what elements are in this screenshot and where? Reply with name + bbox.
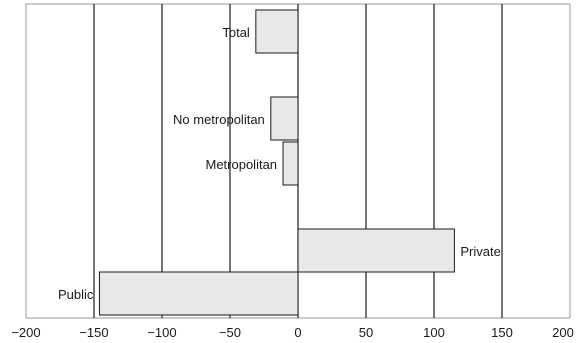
x-tick-label: −100 <box>147 325 176 340</box>
bar-label-private: Private <box>460 244 500 259</box>
bar-label-public: Public <box>58 287 94 302</box>
x-tick-label: 150 <box>491 325 513 340</box>
bar-metropolitan <box>282 141 299 186</box>
x-tick-label: −200 <box>11 325 40 340</box>
x-tick-label: 0 <box>294 325 301 340</box>
x-tick-label: −50 <box>219 325 241 340</box>
bar-label-no-metropolitan: No metropolitan <box>173 112 265 127</box>
x-tick-label: 50 <box>359 325 373 340</box>
bar-total <box>255 9 299 54</box>
bar-private <box>297 228 455 273</box>
bar-no-metropolitan <box>270 96 299 141</box>
bar-public <box>98 271 299 316</box>
x-tick-label: −150 <box>79 325 108 340</box>
x-tick-label: 200 <box>552 325 574 340</box>
bar-label-total: Total <box>222 25 250 40</box>
bars <box>98 9 455 316</box>
bar-labels: Total No metropolitan Metropolitan Private P… <box>58 25 501 302</box>
x-tick-label: 100 <box>423 325 445 340</box>
bar-label-metropolitan: Metropolitan <box>205 157 277 172</box>
x-axis-ticks: −200 −150 −100 −50 0 50 100 150 200 <box>11 325 574 340</box>
